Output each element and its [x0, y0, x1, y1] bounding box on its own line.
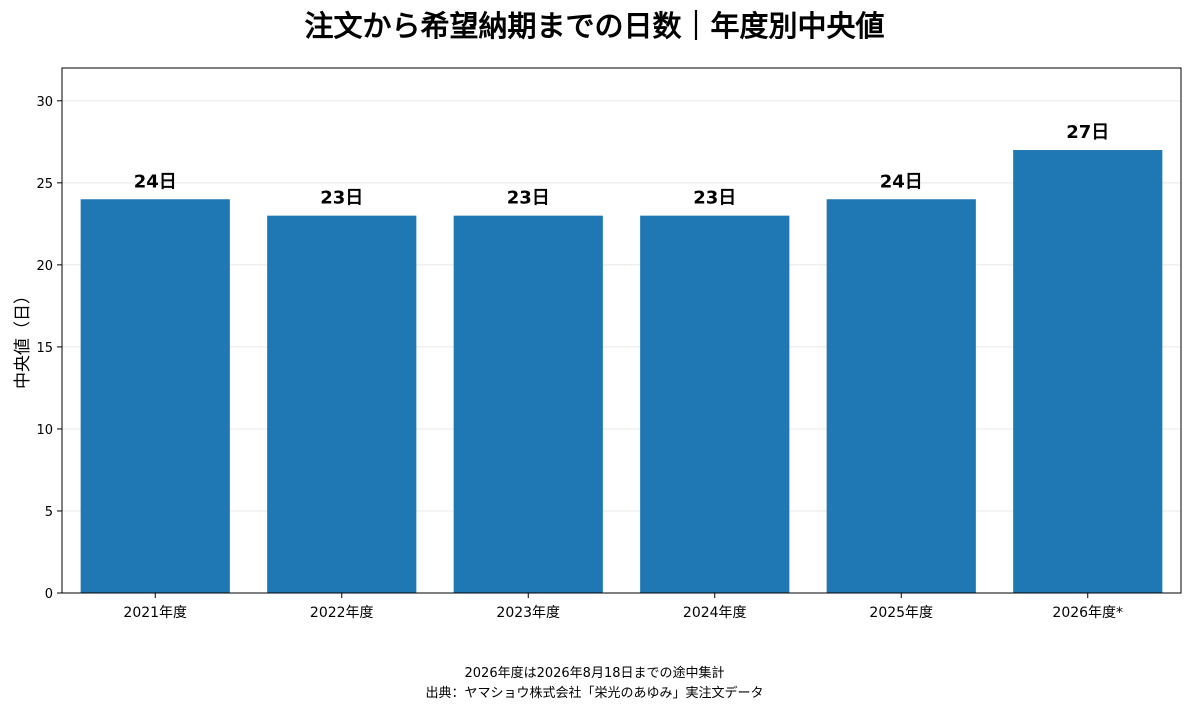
- x-tick-label: 2023年度: [496, 605, 560, 621]
- bar: [267, 215, 417, 593]
- x-axis-ticks: 2021年度 2022年度 2023年度 2024年度 2025年度 2026年度*: [123, 593, 1123, 621]
- bar-value-label: 24日: [134, 171, 177, 192]
- x-tick-label: 2025年度: [869, 605, 933, 621]
- bar-value-label: 23日: [693, 188, 736, 209]
- chart-title: 注文から希望納期までの日数｜年度別中央値: [304, 9, 885, 43]
- x-tick-label: 2022年度: [310, 605, 374, 621]
- bar: [640, 215, 790, 593]
- bar: [80, 199, 230, 593]
- footnote-note: 2026年度は2026年8月18日までの途中集計: [464, 666, 725, 681]
- plot-frame: [61, 67, 1182, 594]
- data-labels: 24日 23日 23日 23日 24日 27日: [134, 122, 1110, 209]
- bar: [826, 199, 976, 593]
- gridlines: [62, 100, 1181, 512]
- bar-value-label: 27日: [1066, 122, 1109, 143]
- footnote-source: 出典：ヤマショウ株式会社「栄光のあゆみ」実注文データ: [425, 686, 764, 701]
- y-tick-label: 25: [36, 177, 53, 192]
- bar-value-label: 23日: [507, 188, 550, 209]
- x-tick-label: 2024年度: [683, 605, 747, 621]
- bar: [1013, 150, 1163, 593]
- y-tick-label: 30: [36, 95, 53, 110]
- y-tick-label: 10: [36, 423, 53, 438]
- bar-value-label: 23日: [320, 188, 363, 209]
- x-tick-label: 2026年度*: [1052, 605, 1123, 621]
- y-tick-label: 0: [45, 587, 53, 602]
- bar: [453, 215, 603, 593]
- x-tick-label: 2021年度: [123, 605, 187, 621]
- y-tick-label: 20: [36, 259, 53, 274]
- bars: [80, 150, 1163, 593]
- bar-value-label: 24日: [880, 171, 923, 192]
- y-tick-label: 15: [36, 341, 53, 356]
- y-tick-label: 5: [45, 505, 53, 520]
- y-axis-label: 中央値（日）: [13, 287, 33, 389]
- y-axis-ticks: 0 5 10 15 20 25 30: [36, 95, 62, 602]
